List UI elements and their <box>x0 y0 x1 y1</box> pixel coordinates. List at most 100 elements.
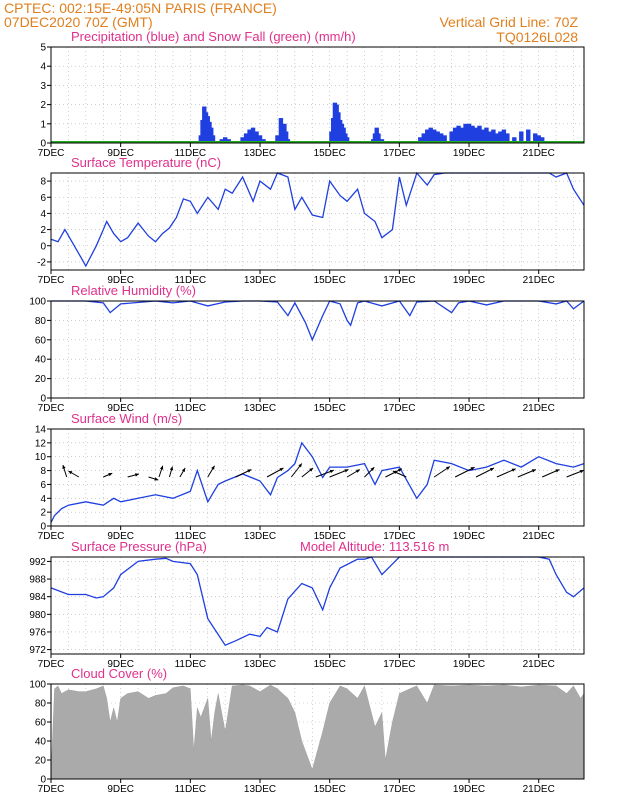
panel-title-cloud: Cloud Cover (%) <box>71 666 167 681</box>
wind-vector-head <box>531 469 536 473</box>
precip-bar <box>418 137 423 143</box>
precip-bar <box>505 133 510 143</box>
y-tick-label: 40 <box>35 355 47 366</box>
wind-vector-head <box>279 468 284 472</box>
wind-vector-head <box>579 469 584 474</box>
cloud-area <box>50 684 585 780</box>
wind-vector-head <box>355 469 360 473</box>
precip-bar <box>257 135 263 143</box>
y-tick-label: 100 <box>29 680 46 691</box>
precip-bar <box>487 131 493 143</box>
precip-bar <box>494 133 500 143</box>
wind-vector-head <box>445 466 450 470</box>
header-grid-note: Vertical Grid Line: 70Z <box>439 14 578 30</box>
wind-vector-head <box>154 477 159 481</box>
y-tick-label: 2 <box>40 100 46 111</box>
panel-title-rh: Relative Humidity (%) <box>71 283 196 298</box>
precip-bar <box>243 133 249 143</box>
x-tick-label: 7DEC <box>38 148 65 159</box>
y-tick-label: -2 <box>37 257 46 268</box>
y-tick-label: 988 <box>29 575 46 586</box>
y-tick-label: 80 <box>35 316 47 327</box>
y-tick-label: 0 <box>40 394 46 405</box>
y-tick-label: 0 <box>40 775 46 786</box>
precip-bar <box>456 125 461 143</box>
y-tick-label: 984 <box>29 592 46 603</box>
y-tick-label: 60 <box>35 335 47 346</box>
x-tick-label: 21DEC <box>523 148 555 159</box>
y-tick-label: 972 <box>29 645 46 656</box>
x-tick-label: 7DEC <box>38 784 65 795</box>
y-tick-label: 2 <box>40 508 46 519</box>
y-tick-label: 3 <box>40 81 46 92</box>
x-tick-label: 11DEC <box>175 784 207 795</box>
x-tick-label: 15DEC <box>314 659 346 670</box>
x-tick-label: 13DEC <box>244 275 276 286</box>
x-tick-label: 13DEC <box>244 531 276 542</box>
x-tick-label: 15DEC <box>314 784 346 795</box>
y-tick-label: 60 <box>35 718 47 729</box>
precip-bar <box>425 129 430 143</box>
precip-bar <box>470 125 475 143</box>
y-tick-label: 4 <box>40 209 46 220</box>
wind-vector-head <box>392 470 397 475</box>
panel-frame <box>50 300 585 399</box>
precip-bar <box>435 131 440 143</box>
y-tick-label: 0 <box>40 522 46 533</box>
panel-frame <box>50 428 585 527</box>
precip-bar <box>254 131 259 143</box>
x-tick-label: 19DEC <box>453 531 485 542</box>
x-tick-label: 11DEC <box>175 275 207 286</box>
precip-bar <box>463 123 468 143</box>
x-tick-label: 11DEC <box>175 659 207 670</box>
panel-wind: Surface Wind (m/s) 0 2 4 6 8 10 12 14 7DEC 9DEC 11D… <box>35 411 585 542</box>
y-tick-label: 14 <box>35 425 47 436</box>
x-tick-label: 13DEC <box>244 659 276 670</box>
precip-bar <box>519 131 524 143</box>
precip-bar <box>210 135 216 143</box>
wind-vector-head <box>490 468 495 472</box>
wind-vector-head <box>169 466 174 471</box>
x-tick-label: 9DEC <box>107 531 134 542</box>
precip-bar <box>283 131 289 143</box>
x-tick-label: 19DEC <box>453 784 485 795</box>
panel-title-temp: Surface Temperature (nC) <box>71 155 221 170</box>
y-tick-label: 20 <box>35 374 47 385</box>
header-location: CPTEC: 002:15E-49:05N PARIS (FRANCE) <box>4 0 277 16</box>
x-tick-label: 9DEC <box>107 784 134 795</box>
x-tick-label: 9DEC <box>107 659 134 670</box>
precip-bar <box>275 135 280 143</box>
y-tick-label: 0 <box>40 139 46 150</box>
y-tick-label: 20 <box>35 756 47 767</box>
y-tick-label: 980 <box>29 610 46 621</box>
x-tick-label: 11DEC <box>175 403 207 414</box>
precip-bar <box>449 131 454 143</box>
panel-rh: Relative Humidity (%) 0 20 40 60 80 100 7DEC 9DE… <box>29 283 585 414</box>
x-tick-label: 11DEC <box>175 531 207 542</box>
precip-bar <box>512 137 517 143</box>
x-tick-label: 19DEC <box>453 659 485 670</box>
x-tick-label: 7DEC <box>38 403 65 414</box>
y-tick-label: 1 <box>40 119 46 130</box>
x-tick-label: 19DEC <box>453 148 485 159</box>
precip-bar <box>432 129 437 143</box>
x-tick-label: 15DEC <box>314 275 346 286</box>
wind-vector-head <box>134 473 139 477</box>
panel-frame <box>50 683 585 780</box>
x-tick-label: 17DEC <box>383 275 415 286</box>
wind-vector-head <box>211 465 215 470</box>
panel-temp: Surface Temperature (nC) -2 0 2 4 6 8 7DEC 9DEC 1… <box>37 155 585 286</box>
x-tick-label: 17DEC <box>383 148 415 159</box>
y-tick-label: 6 <box>40 480 46 491</box>
wind-vector-head <box>159 465 164 470</box>
x-tick-label: 19DEC <box>453 275 485 286</box>
wind-vector-head <box>370 467 375 472</box>
x-tick-label: 7DEC <box>38 659 65 670</box>
wind-vector-head <box>68 471 73 475</box>
y-tick-label: 40 <box>35 737 47 748</box>
precip-bar <box>477 125 482 143</box>
y-tick-label: 80 <box>35 699 47 710</box>
y-tick-label: 2 <box>40 225 46 236</box>
